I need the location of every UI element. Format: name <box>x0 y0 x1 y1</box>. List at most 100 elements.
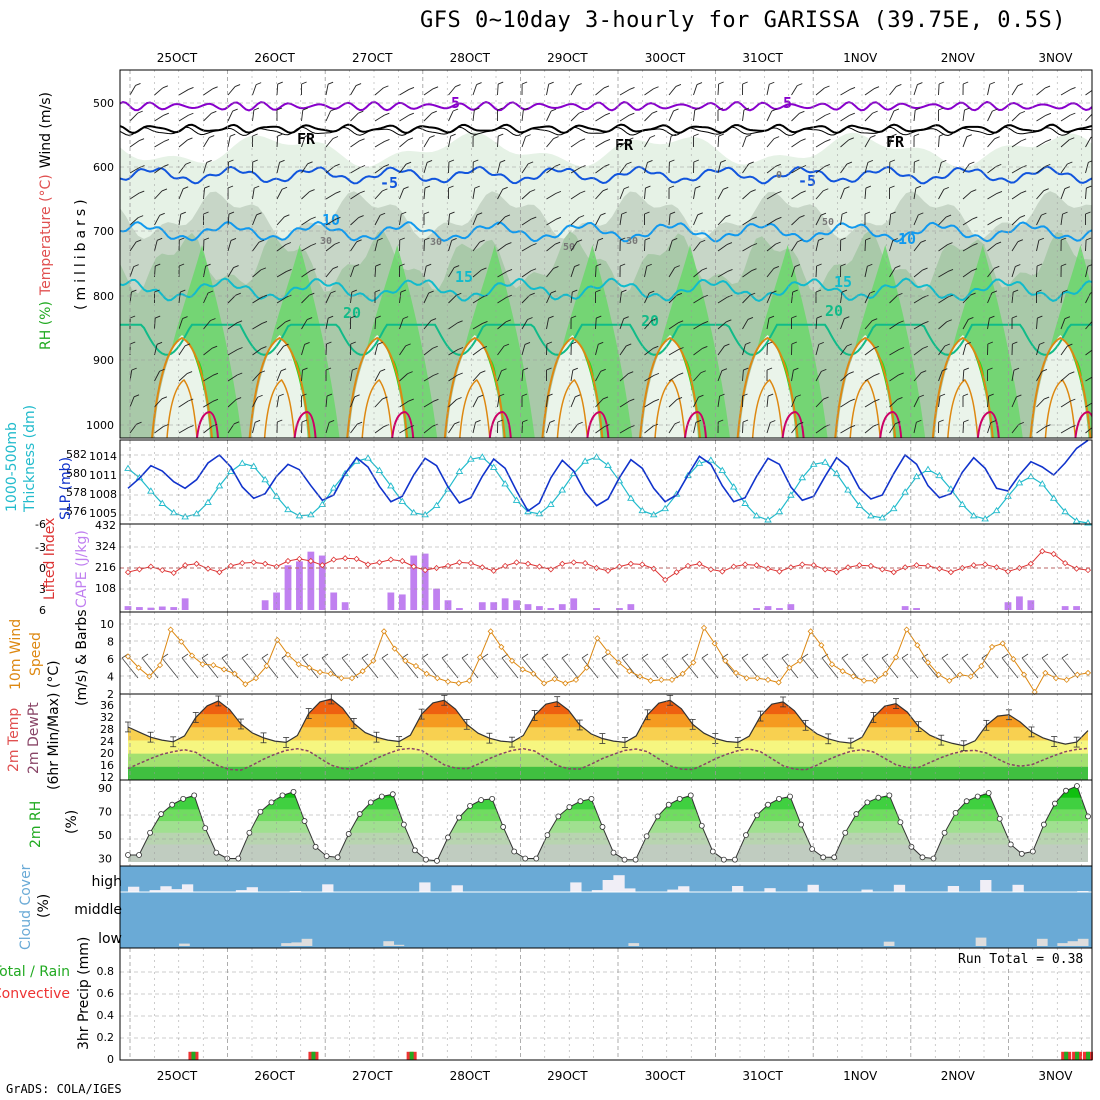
wind-barb <box>742 245 753 252</box>
thickness-point <box>261 475 269 483</box>
wind-barb <box>791 292 794 304</box>
wind-barb-feather <box>893 108 900 112</box>
wind-barb-feather <box>424 237 430 241</box>
thickness-point <box>867 512 875 519</box>
wind-barb-feather <box>646 263 652 267</box>
y-tick-temp: 20 <box>100 747 114 760</box>
wind-barb <box>423 88 434 96</box>
thickness-point <box>764 516 772 523</box>
cloud-high-gap <box>947 886 960 892</box>
wind-barb <box>399 188 405 200</box>
wind-barb-feather <box>800 190 806 194</box>
wind-barb <box>497 189 504 200</box>
wind-barb <box>938 189 945 200</box>
wind-barb <box>178 214 182 226</box>
lifted-index-point <box>799 561 806 568</box>
wind-barb-feather <box>1038 237 1045 241</box>
wind-barb-feather <box>138 138 145 142</box>
temperature-contour-30 <box>166 378 198 438</box>
wind-speed-point <box>796 657 804 664</box>
wind-barb-feather <box>277 419 283 423</box>
x-tick-top: 1NOV <box>843 51 878 65</box>
lifted-index-point <box>147 563 154 570</box>
wind-barb-10m <box>281 657 299 679</box>
lifted-index-point <box>1027 560 1034 567</box>
wind-barb <box>742 136 747 148</box>
wind-barb-feather <box>600 368 606 372</box>
wind-speed-point <box>562 680 569 687</box>
wind-barb <box>399 163 407 174</box>
wind-barb <box>840 318 845 330</box>
lifted-index-point <box>387 556 394 563</box>
wind-barb-feather <box>521 81 528 85</box>
wind-barb-10m-feather <box>921 653 929 659</box>
wind-barb <box>938 370 943 382</box>
wind-barb <box>619 188 625 200</box>
wind-barb-feather <box>383 164 390 167</box>
wind-barb-feather <box>719 393 725 397</box>
wind-barb <box>497 244 507 252</box>
wind-barb <box>864 239 866 252</box>
wind-barb <box>154 426 164 434</box>
thickness-point <box>432 501 441 509</box>
rh-point <box>919 854 926 861</box>
rh-point <box>709 848 716 855</box>
temperature-contour-30 <box>361 378 393 438</box>
rh-point <box>1063 787 1069 794</box>
wind-barb-feather <box>1067 161 1073 165</box>
thickness-point <box>901 488 909 495</box>
rh-point <box>235 855 242 862</box>
wind-barb-feather <box>821 368 827 372</box>
wind-barb <box>325 243 335 252</box>
wind-barb-feather <box>1067 343 1073 347</box>
rh-point <box>356 811 363 817</box>
wind-barb <box>448 322 458 330</box>
wind-barb <box>619 345 627 356</box>
wind-speed-point <box>871 677 878 684</box>
wind-barb <box>227 136 231 148</box>
rh-point <box>522 855 529 862</box>
wind-barb-feather <box>791 315 797 319</box>
temperature-contour <box>120 220 1092 243</box>
cloud-ylabel: Cloud Cover <box>18 864 34 950</box>
wind-barb-feather <box>628 137 634 141</box>
wind-barb-feather <box>156 341 163 345</box>
wind-barb-feather <box>1045 424 1051 428</box>
wind-barb <box>350 112 359 122</box>
wind-barb-feather <box>918 394 925 398</box>
wind-speed-point <box>316 669 324 676</box>
wind-barb-feather <box>278 393 284 397</box>
wind-barb-feather <box>603 85 610 89</box>
wind-barb-feather <box>962 81 969 85</box>
wind-barb-feather <box>944 343 951 347</box>
y-tick-slp: 1014 <box>89 450 117 463</box>
rh-point <box>125 852 131 858</box>
cloud-ylabel-units: (%) <box>36 894 52 918</box>
wind-barb-feather <box>971 189 977 193</box>
wind-barb-feather <box>481 346 488 349</box>
lifted-index-point <box>239 560 246 567</box>
wind-barb-feather <box>629 112 635 116</box>
wind-barb-feather <box>354 394 360 398</box>
wind-barb-feather <box>938 107 944 111</box>
wind-barb-feather <box>350 315 356 319</box>
wind-barb <box>864 320 873 330</box>
thickness-point <box>295 512 304 519</box>
wind-barb <box>570 266 575 278</box>
wind-barb <box>840 373 850 382</box>
wind-barb-feather <box>766 367 773 371</box>
wind-barb <box>448 136 452 148</box>
wind-barb-feather <box>1016 394 1022 398</box>
wind-barb <box>570 112 580 122</box>
wind-barb <box>497 296 508 304</box>
wind-barb <box>644 400 655 408</box>
wind-barb-feather <box>1069 371 1075 375</box>
wind-barb-feather <box>841 289 848 293</box>
wind-barb <box>1085 427 1092 434</box>
wind-barb-feather <box>257 394 263 398</box>
cape-bar <box>330 592 338 610</box>
wind-barb-feather <box>180 211 186 215</box>
wind-barb <box>742 163 750 174</box>
wind-barb <box>252 110 255 122</box>
thickness-point <box>467 455 475 462</box>
